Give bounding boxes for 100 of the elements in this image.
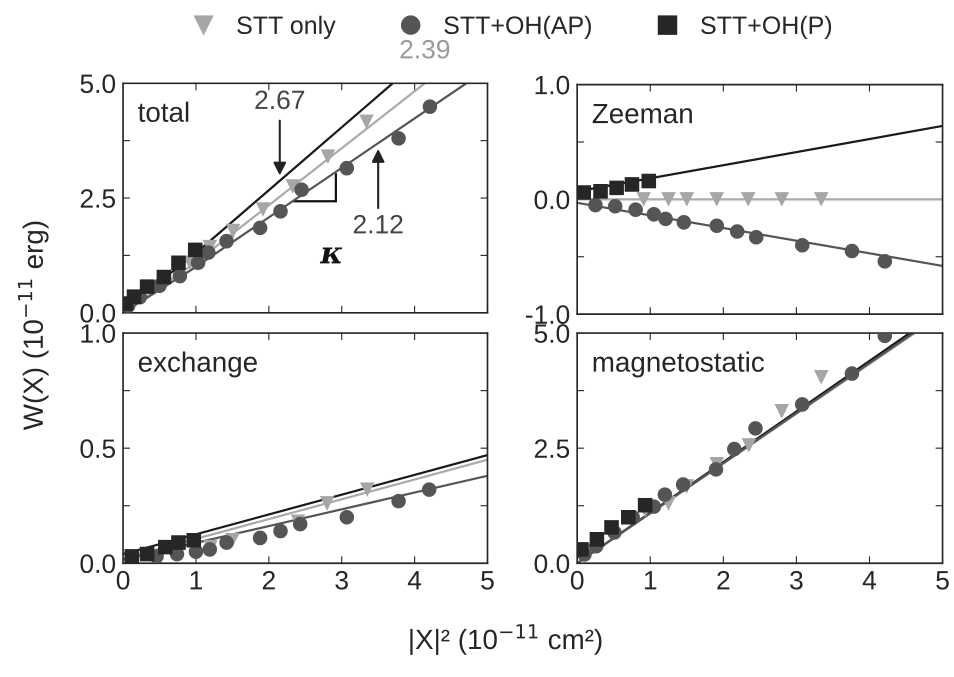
text: total — [138, 102, 188, 122]
x-tick-label: 2 — [717, 570, 730, 590]
point — [642, 174, 656, 188]
x-tick-label: 3 — [790, 570, 803, 590]
point — [359, 114, 374, 130]
point — [628, 202, 643, 217]
point — [661, 192, 676, 207]
point — [140, 279, 154, 294]
point — [794, 238, 810, 253]
point — [774, 404, 790, 419]
x-tick-label: 0 — [116, 570, 130, 590]
point — [609, 180, 624, 196]
point — [126, 289, 142, 304]
x-tick-label: 4 — [408, 571, 422, 590]
y-tick-label: 2.5 — [534, 439, 570, 458]
y-tick-label: 0.0 — [534, 554, 570, 574]
point — [593, 184, 608, 199]
point — [320, 149, 336, 164]
point — [730, 224, 744, 239]
point — [676, 477, 690, 492]
point — [709, 218, 724, 234]
y-tick-label: 5.0 — [80, 74, 116, 94]
y-tick-label: 0.5 — [80, 439, 116, 458]
y-tick-label: 0.0 — [80, 554, 116, 574]
y-tick-label: 0.0 — [534, 190, 570, 210]
point — [140, 546, 154, 562]
point — [201, 245, 216, 260]
point — [391, 131, 406, 146]
point — [676, 215, 692, 230]
point — [844, 244, 860, 258]
point — [727, 442, 742, 456]
point — [256, 202, 270, 217]
point — [188, 242, 203, 258]
text: magnetostatic — [594, 352, 764, 378]
point — [708, 462, 724, 477]
point — [422, 482, 436, 497]
point — [219, 234, 234, 248]
point — [646, 207, 662, 222]
y-tick-label: 5.0 — [534, 324, 570, 343]
point — [680, 192, 694, 207]
x-tick-label: 4 — [862, 571, 876, 590]
y-tick-label: 0.0 — [80, 304, 116, 323]
point — [740, 192, 756, 207]
point — [878, 254, 892, 269]
x-tick-label: 1 — [644, 571, 656, 590]
x-tick-label: 0 — [570, 570, 584, 590]
point — [286, 179, 300, 194]
point — [658, 212, 673, 226]
x-tick-label: 3 — [335, 570, 348, 590]
point — [748, 230, 764, 245]
x-tick-label: 5 — [481, 571, 494, 590]
point — [340, 510, 354, 525]
point — [814, 370, 829, 385]
point — [604, 520, 619, 535]
y-tick-label: -1.0 — [526, 305, 570, 324]
point — [624, 177, 640, 192]
x-axis-title: |X|² (10$^{−11}$ cm²) — [410, 624, 602, 655]
annotation: 2.12 — [354, 214, 403, 234]
point — [294, 182, 309, 198]
point — [156, 270, 172, 284]
point — [588, 198, 603, 212]
y-axis-title: W(X) (10$^{−11}$ erg) — [18, 222, 49, 430]
point — [273, 204, 288, 219]
point — [171, 255, 186, 270]
legend-label: STT only — [237, 16, 336, 40]
point — [577, 185, 592, 200]
x-tick-label: 1 — [190, 571, 202, 590]
point — [340, 160, 354, 176]
point — [742, 438, 756, 453]
point — [172, 268, 188, 284]
point — [590, 532, 604, 547]
legend-label: STT+OH(AP) — [444, 16, 591, 40]
point — [422, 99, 438, 114]
point — [226, 224, 240, 238]
point — [621, 510, 636, 525]
point — [608, 198, 622, 214]
point — [252, 220, 268, 236]
x-tick-label: 2 — [262, 570, 275, 590]
point — [774, 192, 790, 207]
point — [190, 255, 206, 270]
annotation: 2.67 — [255, 90, 304, 110]
point — [320, 496, 334, 511]
y-tick-label: 2.5 — [80, 189, 116, 208]
point — [658, 487, 672, 502]
text: Zeeman — [592, 104, 692, 124]
legend-label: STT+OH(P) — [701, 16, 832, 40]
point — [171, 535, 186, 550]
point — [158, 540, 173, 554]
point — [814, 192, 829, 207]
text: exchange — [138, 352, 257, 378]
point — [124, 549, 140, 564]
point — [794, 397, 810, 412]
y-tick-label: 1.0 — [81, 324, 116, 343]
point — [186, 532, 202, 548]
point — [273, 524, 288, 538]
point — [709, 192, 724, 207]
annotation: κ — [320, 247, 342, 264]
point — [844, 366, 860, 381]
point — [636, 192, 651, 207]
point — [219, 535, 234, 550]
